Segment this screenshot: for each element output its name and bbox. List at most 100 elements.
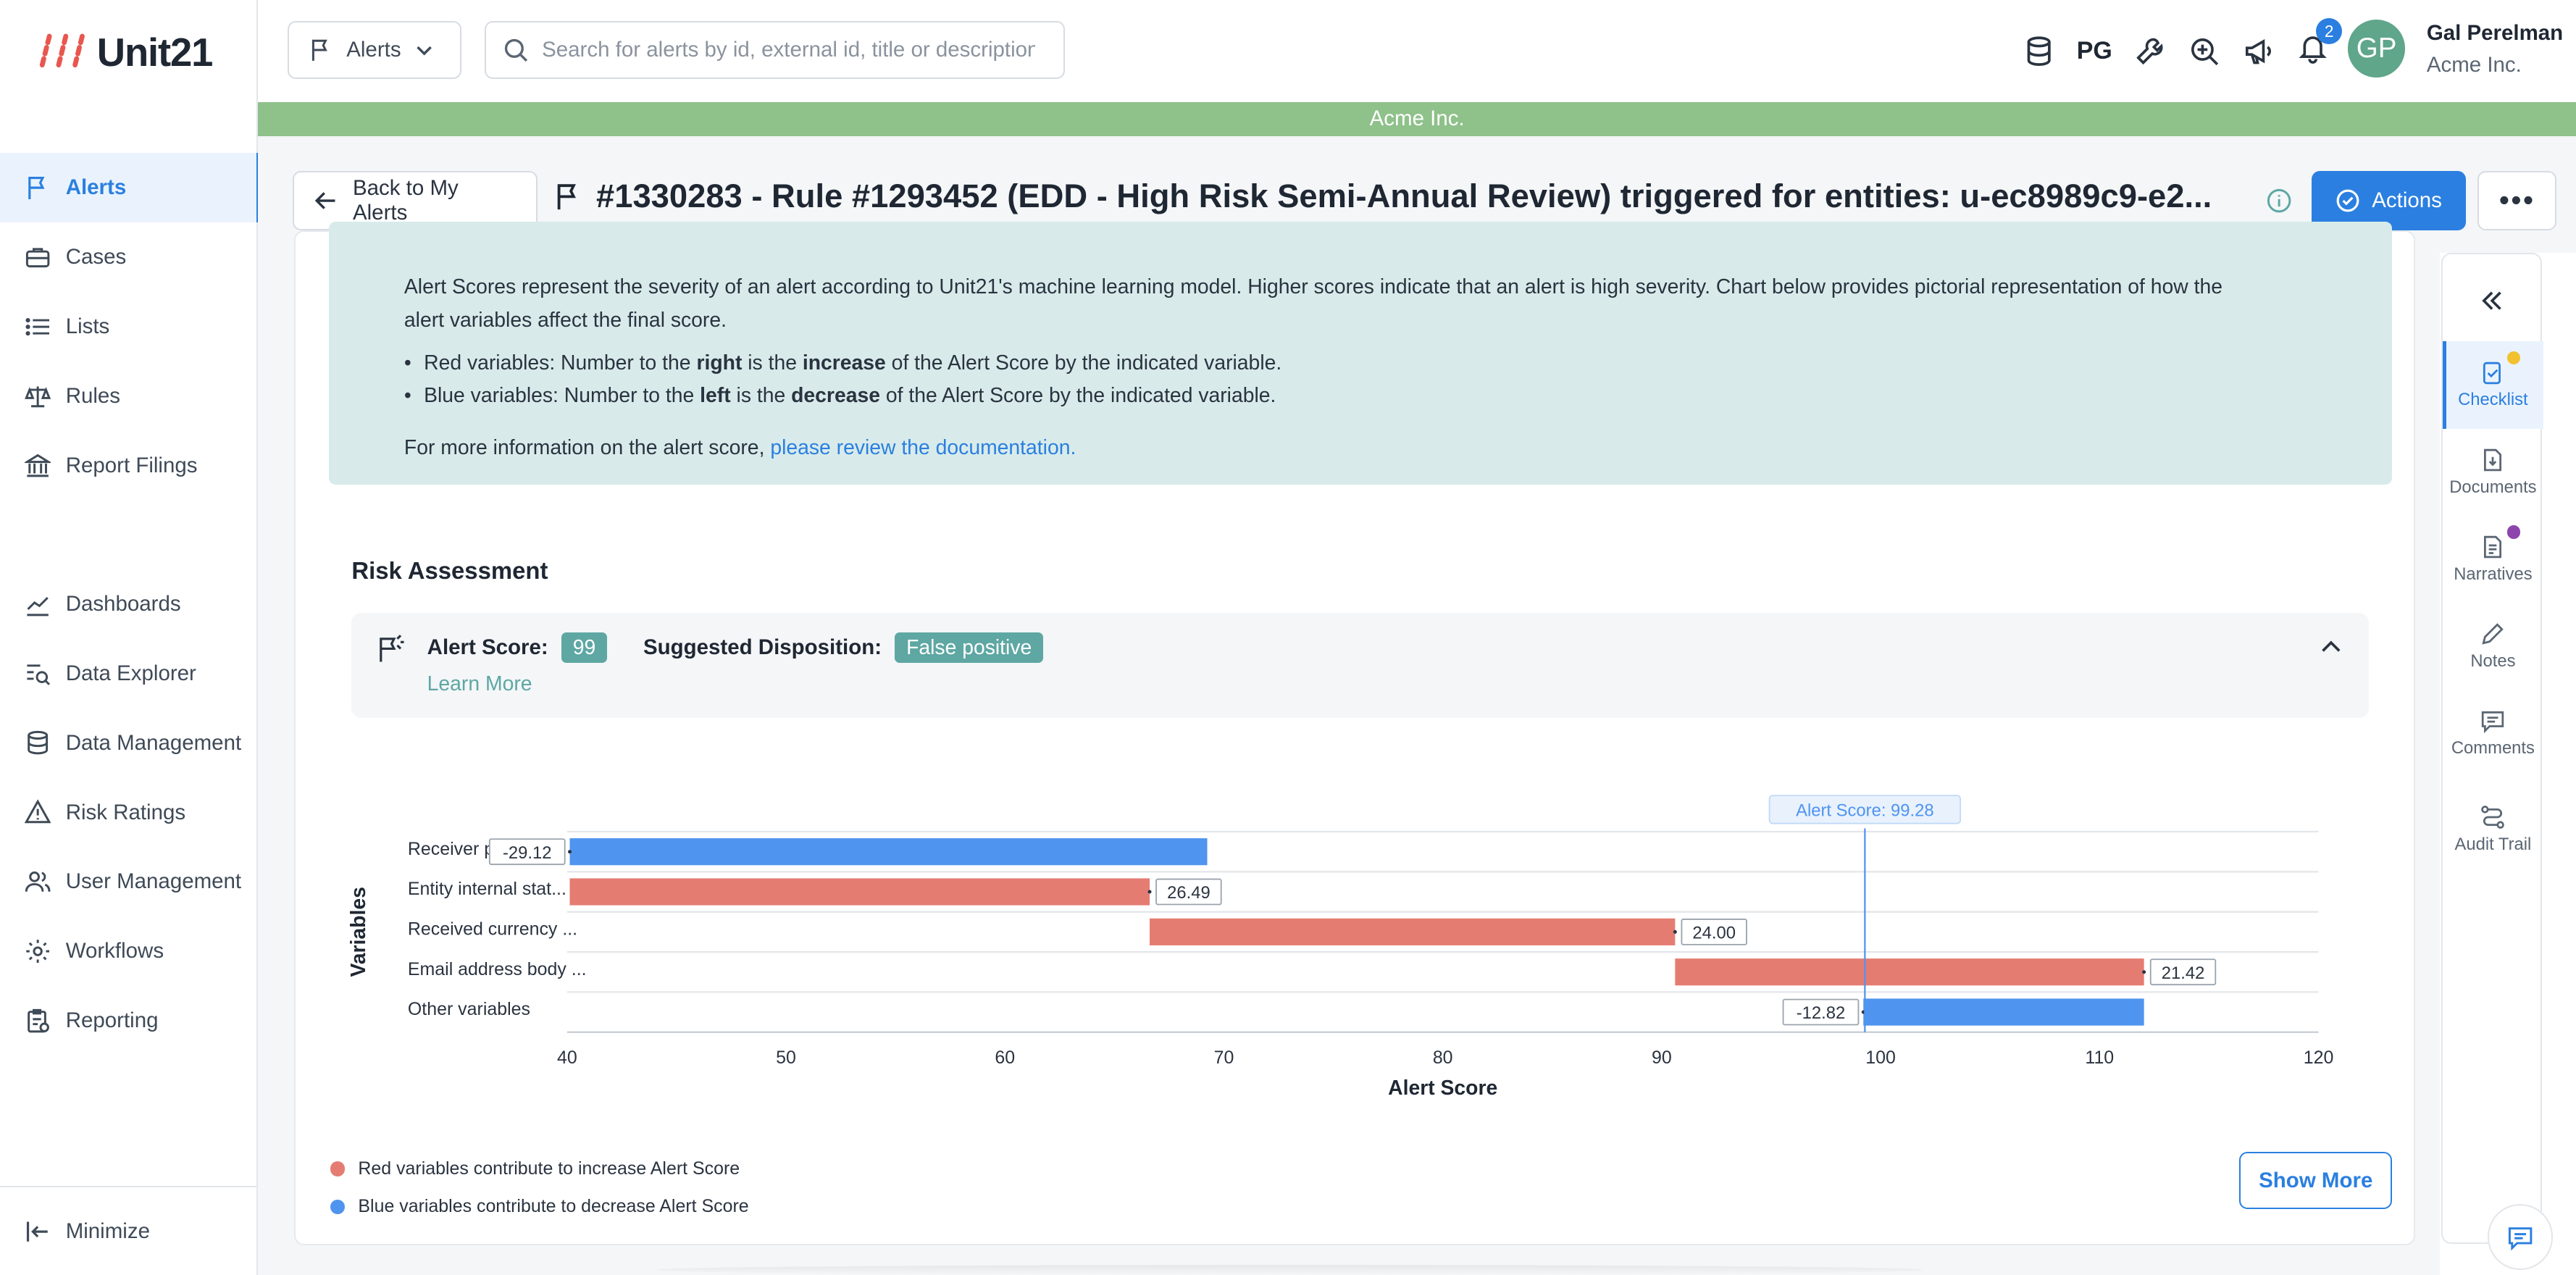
chart-line-icon [27, 596, 49, 616]
sidebar-item-label: Cases [65, 244, 127, 269]
legend-item-red: Red variables contribute to increase Ale… [330, 1150, 749, 1188]
gear-icon [26, 940, 50, 963]
bell-icon [2299, 36, 2327, 64]
rail-item-label: Checklist [2458, 390, 2528, 410]
rail-item-notes[interactable]: Notes [2443, 603, 2543, 690]
x-tick-label: 70 [1213, 1047, 1234, 1067]
flag-icon [28, 176, 45, 199]
y-axis-title: Variables [347, 887, 370, 977]
topbar-actions: PG 2 [2023, 0, 2343, 102]
sidebar-item-rules[interactable]: Rules [0, 361, 258, 431]
sidebar-item-cases[interactable]: Cases [0, 222, 258, 292]
alert-title-wrap: #1330283 - Rule #1293452 (EDD - High Ris… [553, 177, 2229, 215]
flag-icon [311, 39, 327, 62]
sidebar-item-label: Report Filings [65, 453, 198, 477]
search-box [485, 21, 1065, 79]
more-options-button[interactable]: ••• [2477, 170, 2556, 230]
legend-item-blue: Blue variables contribute to decrease Al… [330, 1188, 749, 1226]
learn-more-link[interactable]: Learn More [427, 672, 532, 695]
info-icon[interactable] [2266, 188, 2292, 214]
document-icon [2484, 448, 2502, 471]
rail-item-comments[interactable]: Comments [2443, 690, 2543, 777]
pencil-icon [2482, 623, 2504, 645]
wrench-icon[interactable] [2133, 35, 2166, 67]
sidebar-item-label: Rules [65, 383, 121, 408]
legend-label-blue: Blue variables contribute to decrease Al… [358, 1196, 749, 1217]
data-label: 24.00 [1692, 923, 1736, 942]
back-button-label: Back to My Alerts [352, 175, 459, 225]
right-rail: Checklist Documents Narratives Notes Com… [2441, 253, 2543, 1244]
sidebar-item-label: Data Explorer [65, 661, 196, 685]
warning-icon [25, 799, 51, 824]
sidebar-item-label: Reporting [65, 1008, 159, 1033]
waterfall-bar [1674, 958, 2144, 985]
x-tick-label: 80 [1432, 1047, 1452, 1067]
sidebar-item-report-filings[interactable]: Report Filings [0, 431, 258, 501]
sidebar-item-alerts[interactable]: Alerts [0, 152, 260, 223]
rail-item-narratives[interactable]: Narratives [2443, 516, 2543, 603]
audit-trail-icon [2481, 806, 2505, 829]
notification-count-badge: 2 [2316, 17, 2343, 45]
avatar[interactable]: GP [2347, 20, 2406, 78]
module-select[interactable]: Alerts [287, 21, 462, 79]
documentation-link[interactable]: please review the documentation. [770, 436, 1076, 460]
rail-item-checklist[interactable]: Checklist [2443, 341, 2543, 429]
database-icon[interactable] [2023, 35, 2055, 67]
app-logo[interactable]: Unit21 [36, 26, 214, 79]
sidebar-item-lists[interactable]: Lists [0, 292, 258, 361]
search-input[interactable] [542, 38, 1035, 63]
user-name: Gal Perelman [2426, 21, 2564, 46]
y-category-label: Other variables [407, 999, 530, 1019]
bar-end-marker [1673, 929, 1677, 934]
megaphone-icon[interactable] [2242, 35, 2275, 67]
data-label-box [1782, 998, 1859, 1025]
info-bullet-red: Red variables: Number to the right is th… [404, 347, 1281, 380]
sidebar-item-user-management[interactable]: User Management [0, 847, 258, 916]
zoom-search-icon[interactable] [2188, 35, 2220, 67]
narrative-icon [2484, 535, 2502, 559]
user-org: Acme Inc. [2426, 52, 2522, 77]
info-bullet-blue: Blue variables: Number to the left is th… [404, 380, 1281, 412]
alert-score-info: Alert Scores represent the severity of a… [328, 222, 2393, 485]
notifications-button[interactable]: 2 [2296, 17, 2343, 70]
data-label: 26.49 [1167, 883, 1210, 903]
sidebar-item-reporting[interactable]: Reporting [0, 986, 258, 1055]
sidebar-item-label: Lists [65, 314, 110, 338]
actions-button[interactable]: Actions [2312, 170, 2467, 230]
alert-score-label: Alert Score: [427, 635, 548, 660]
chevron-up-icon[interactable] [2320, 636, 2343, 659]
info-more: For more information on the alert score,… [403, 436, 1076, 460]
disposition-badge: False positive [895, 632, 1044, 664]
sidebar-item-label: Workflows [65, 939, 164, 963]
user-menu[interactable]: Gal Perelman Acme Inc. [2427, 21, 2563, 77]
sidebar-item-data-management[interactable]: Data Management [0, 708, 258, 778]
rail-item-audit-trail[interactable]: Audit Trail [2443, 777, 2543, 882]
minimize-sidebar-button[interactable]: Minimize [0, 1186, 259, 1274]
x-tick-label: 50 [776, 1047, 796, 1067]
sidebar-item-workflows[interactable]: Workflows [0, 916, 258, 986]
sidebar-item-data-explorer[interactable]: Data Explorer [0, 639, 258, 708]
sidebar-item-label: Dashboards [65, 591, 181, 616]
final-score-label: Alert Score: 99.28 [1796, 800, 1933, 820]
flag-icon [558, 183, 577, 209]
sidebar-item-dashboards[interactable]: Dashboards [0, 569, 258, 639]
chevron-down-icon [417, 46, 432, 56]
sidebar-item-risk-ratings[interactable]: Risk Ratings [0, 778, 258, 848]
sidebar-item-label: Risk Ratings [65, 800, 186, 824]
data-label: -12.82 [1796, 1003, 1844, 1023]
alert-score-panel: Alert Score: 99 Suggested Disposition: F… [351, 612, 2370, 719]
rail-item-documents[interactable]: Documents [2443, 429, 2543, 516]
y-category-label: Received currency ... [407, 919, 577, 939]
logo-text: Unit21 [96, 30, 214, 75]
briefcase-icon [25, 247, 50, 267]
rail-item-label: Audit Trail [2454, 834, 2532, 854]
chat-icon [2508, 1226, 2533, 1250]
data-label: 21.42 [2161, 963, 2204, 982]
double-chevron-left-icon[interactable] [2479, 288, 2505, 314]
chat-support-button[interactable] [2487, 1204, 2554, 1271]
checklist-status-dot [2506, 351, 2520, 365]
data-label-box [488, 837, 566, 865]
show-more-button[interactable]: Show More [2239, 1151, 2393, 1210]
bar-end-marker [567, 849, 572, 853]
page-title: #1330283 - Rule #1293452 (EDD - High Ris… [596, 177, 2212, 214]
